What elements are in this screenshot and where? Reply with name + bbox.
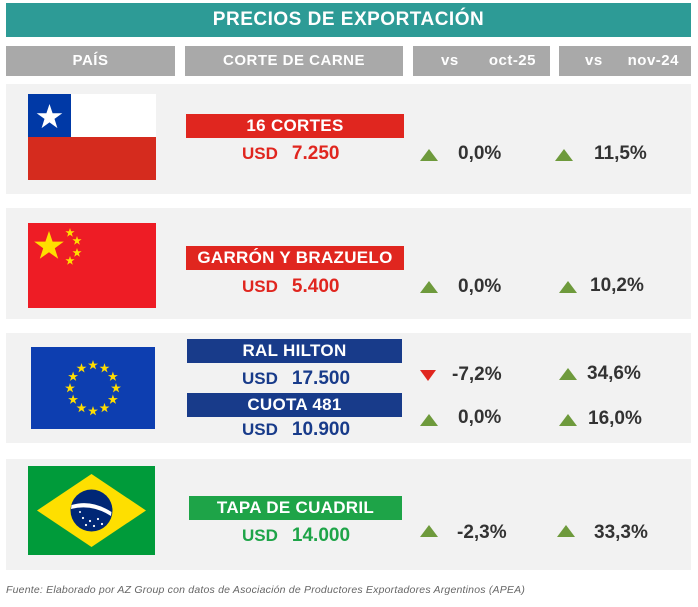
brazil-flag-icon [28,466,155,555]
header-vs2-prefix: vs [585,52,603,69]
vs1-change: 0,0% [458,276,502,297]
vs2-change: 16,0% [588,408,642,429]
header-vs2-period: nov-24 [627,52,679,69]
triangle-up-icon [420,281,438,293]
triangle-up-icon [559,414,577,426]
table-row-brazil: TAPA DE CUADRIL USD 14.000 -2,3% 33,3% [6,459,691,570]
table-row-eu: RAL HILTON USD 17.500 -7,2% 34,6% CUOTA 4… [6,333,691,443]
vs2-change: 11,5% [594,143,647,164]
price-value: USD 7.250 [242,142,339,166]
table-row-chile: 16 CORTES USD 7.250 0,0% 11,5% [6,84,691,194]
vs1-change: -7,2% [452,364,502,385]
triangle-up-icon [555,149,573,161]
header-cut: CORTE DE CARNE [185,46,403,76]
header-country: PAÍS [6,46,175,76]
triangle-up-icon [559,368,577,380]
vs1-change: 0,0% [458,143,502,164]
vs1-change: 0,0% [458,407,502,428]
price-currency: USD [242,144,278,163]
eu-flag-icon [31,347,155,429]
price-amount: 10.900 [291,419,351,440]
header-vs-nov24: vs nov-24 [559,46,691,76]
price-amount: 7.250 [291,143,340,164]
chile-flag-icon [28,94,156,180]
price-value: USD 14.000 [242,524,350,548]
triangle-up-icon [420,414,438,426]
triangle-up-icon [420,525,438,537]
price-amount: 17.500 [291,368,351,389]
vs2-change: 34,6% [587,363,641,384]
vs2-change: 33,3% [594,522,648,543]
price-value: USD 5.400 [242,275,339,299]
source-footnote: Fuente: Elaborado por AZ Group con datos… [6,584,526,596]
price-value: USD 10.900 [242,418,350,442]
cut-label: GARRÓN Y BRAZUELO [186,246,404,270]
price-currency: USD [242,420,278,439]
price-amount: 14.000 [291,525,351,546]
header-vs1-prefix: vs [441,52,459,69]
price-amount: 5.400 [291,276,340,297]
vs1-change: -2,3% [457,522,507,543]
table-row-china: GARRÓN Y BRAZUELO USD 5.400 0,0% 10,2% [6,208,691,319]
price-currency: USD [242,526,278,545]
triangle-up-icon [420,149,438,161]
header-vs-oct25: vs oct-25 [413,46,550,76]
cut-label: 16 CORTES [186,114,404,138]
price-currency: USD [242,369,278,388]
cut-label: TAPA DE CUADRIL [189,496,402,520]
table-title: PRECIOS DE EXPORTACIÓN [6,3,691,37]
price-currency: USD [242,277,278,296]
cut-label: RAL HILTON [187,339,402,363]
triangle-down-icon [420,370,436,381]
cut-label: CUOTA 481 [187,393,402,417]
header-vs1-period: oct-25 [488,52,536,69]
price-value: USD 17.500 [242,367,350,391]
triangle-up-icon [559,281,577,293]
vs2-change: 10,2% [590,275,644,296]
china-flag-icon [28,223,156,308]
triangle-up-icon [557,525,575,537]
